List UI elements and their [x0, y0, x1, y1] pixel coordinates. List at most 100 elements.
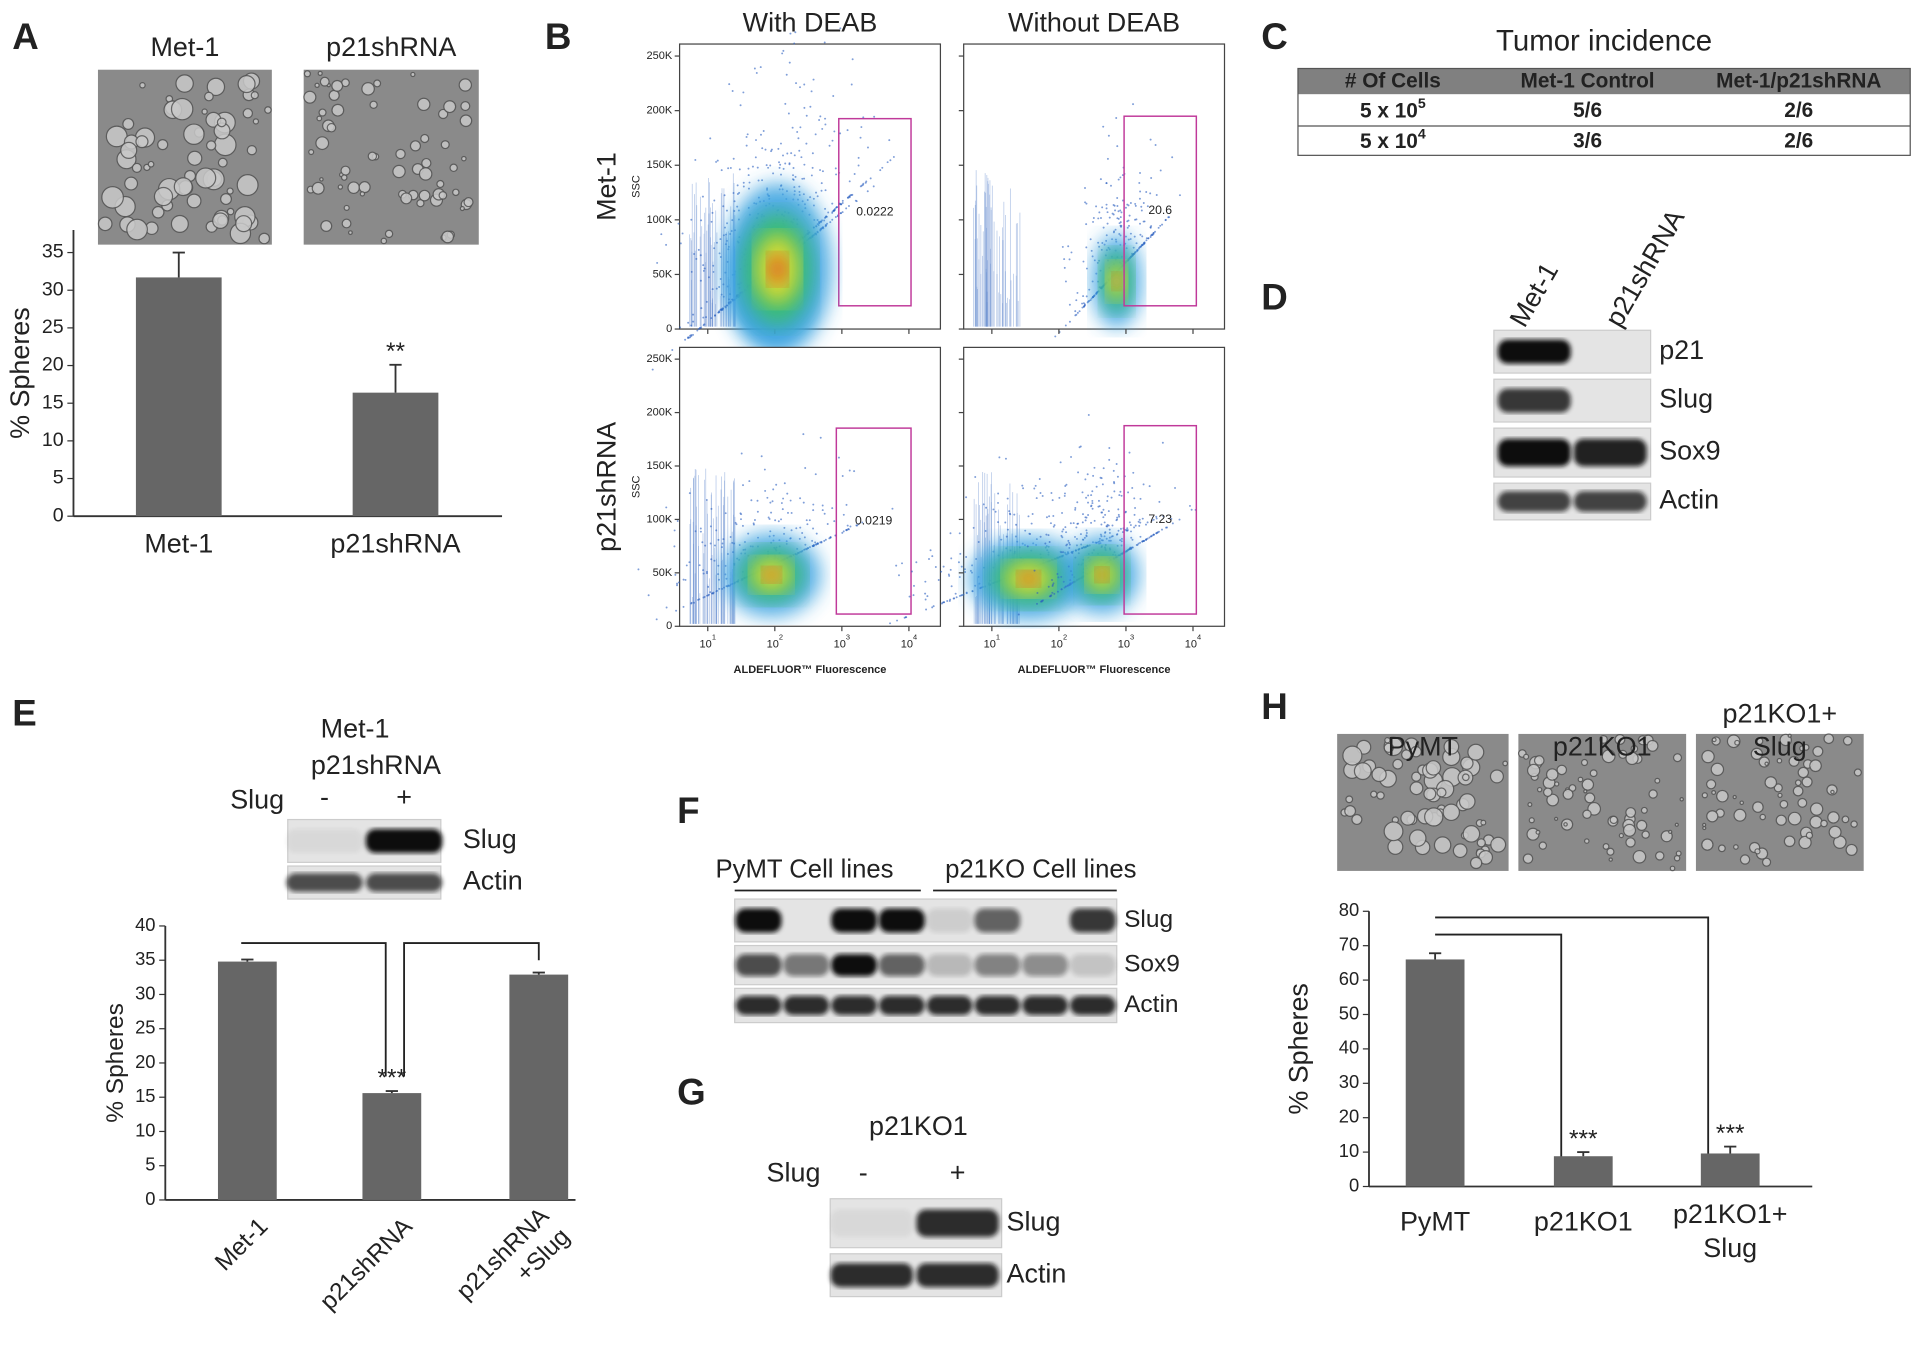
blot-band — [365, 873, 443, 892]
event-dot — [823, 512, 826, 515]
event-dot — [705, 316, 707, 319]
event-dot — [1090, 249, 1093, 252]
cell-sphere — [120, 141, 138, 159]
x-tick-label: PyMT — [1400, 1206, 1470, 1236]
event-dot — [671, 349, 674, 352]
event-dot — [1021, 484, 1024, 487]
event-dot — [1089, 238, 1092, 241]
event-dot — [700, 219, 703, 222]
event-dot — [840, 203, 843, 206]
event-dot — [1092, 216, 1095, 219]
event-dot — [819, 436, 822, 439]
event-dot — [721, 542, 724, 545]
y-tick-label-text: 250K — [647, 353, 673, 365]
cell-sphere — [1562, 788, 1574, 800]
event-dot — [985, 506, 988, 509]
event-dot — [733, 210, 736, 213]
event-dot — [806, 523, 809, 526]
event-dot — [950, 557, 953, 560]
event-dot — [783, 482, 786, 485]
event-dot — [1050, 492, 1053, 495]
event-dot — [782, 167, 785, 170]
event-dot — [1029, 533, 1032, 535]
event-dot — [769, 501, 772, 504]
event-dot — [724, 512, 727, 515]
event-dot — [1031, 512, 1034, 515]
cell-sphere — [410, 71, 416, 78]
cell-sphere — [1452, 843, 1468, 859]
event-dot — [848, 195, 851, 198]
event-dot — [804, 466, 807, 469]
event-dot — [796, 130, 799, 133]
event-dot — [815, 532, 818, 535]
event-dot — [1157, 226, 1160, 229]
y-axis-label: % Spheres — [1284, 983, 1314, 1115]
event-dot — [783, 526, 786, 529]
event-dot — [846, 524, 849, 527]
cell-sphere — [459, 205, 465, 212]
cell-sphere — [320, 220, 333, 233]
event-dot — [705, 572, 708, 575]
event-dot — [693, 253, 696, 255]
cell-sphere — [1526, 763, 1541, 778]
event-dot — [1114, 228, 1117, 231]
event-dot — [1030, 522, 1033, 525]
blot-band — [1069, 954, 1116, 977]
event-dot — [946, 600, 949, 603]
event-dot — [841, 199, 844, 202]
micrograph — [97, 69, 272, 245]
event-dot — [1129, 232, 1132, 235]
cell-sphere — [1841, 815, 1850, 824]
event-dot — [731, 90, 734, 93]
cell-sphere — [1387, 838, 1404, 855]
cell-sphere — [409, 140, 422, 152]
event-dot — [777, 520, 780, 523]
event-dot — [1105, 234, 1108, 237]
table-cell-sup: 4 — [1418, 125, 1426, 141]
cell-sphere — [1392, 758, 1404, 770]
event-dot — [795, 82, 798, 85]
event-dot — [780, 502, 783, 505]
event-dot — [682, 578, 685, 581]
cell-sphere — [1528, 817, 1535, 824]
blot-band — [735, 995, 782, 1016]
event-dot — [1150, 535, 1153, 538]
cell-sphere — [242, 108, 254, 119]
cell-sphere — [217, 157, 228, 168]
event-dot — [740, 518, 742, 521]
event-dot — [1159, 224, 1162, 227]
event-dot — [679, 242, 682, 245]
event-dot — [1034, 484, 1037, 487]
cell-sphere — [201, 108, 208, 115]
event-dot — [1085, 223, 1088, 226]
cell-sphere — [443, 100, 457, 114]
cell-sphere — [1761, 857, 1772, 867]
event-dot — [997, 492, 1000, 495]
event-dot — [1119, 216, 1122, 219]
gate — [835, 427, 912, 615]
event-dot — [1082, 260, 1085, 263]
event-dot — [719, 238, 722, 241]
event-dot — [1075, 537, 1078, 540]
event-dot — [847, 528, 850, 531]
y-tick-label-text: 250K — [647, 50, 673, 62]
x-tick-label-text: 10 — [767, 639, 779, 651]
event-dot — [1139, 233, 1142, 236]
event-dot — [799, 86, 801, 89]
panel-letter: C — [1261, 16, 1288, 57]
event-dot — [1140, 209, 1143, 212]
gate — [838, 117, 912, 307]
event-dot — [1054, 335, 1057, 338]
event-dot — [725, 209, 728, 212]
event-dot — [1078, 310, 1081, 313]
event-dot — [994, 510, 997, 513]
event-dot — [1116, 197, 1119, 200]
x-tick-label-sup: 4 — [1197, 632, 1201, 641]
y-tick-label: 15 — [135, 1085, 155, 1106]
event-dot — [851, 58, 854, 61]
event-dot — [1134, 202, 1137, 205]
cell-sphere — [367, 151, 378, 162]
event-dot — [778, 161, 781, 164]
y-tick-label-text: 150K — [647, 159, 673, 171]
y-tick-label: 20 — [1339, 1106, 1359, 1127]
